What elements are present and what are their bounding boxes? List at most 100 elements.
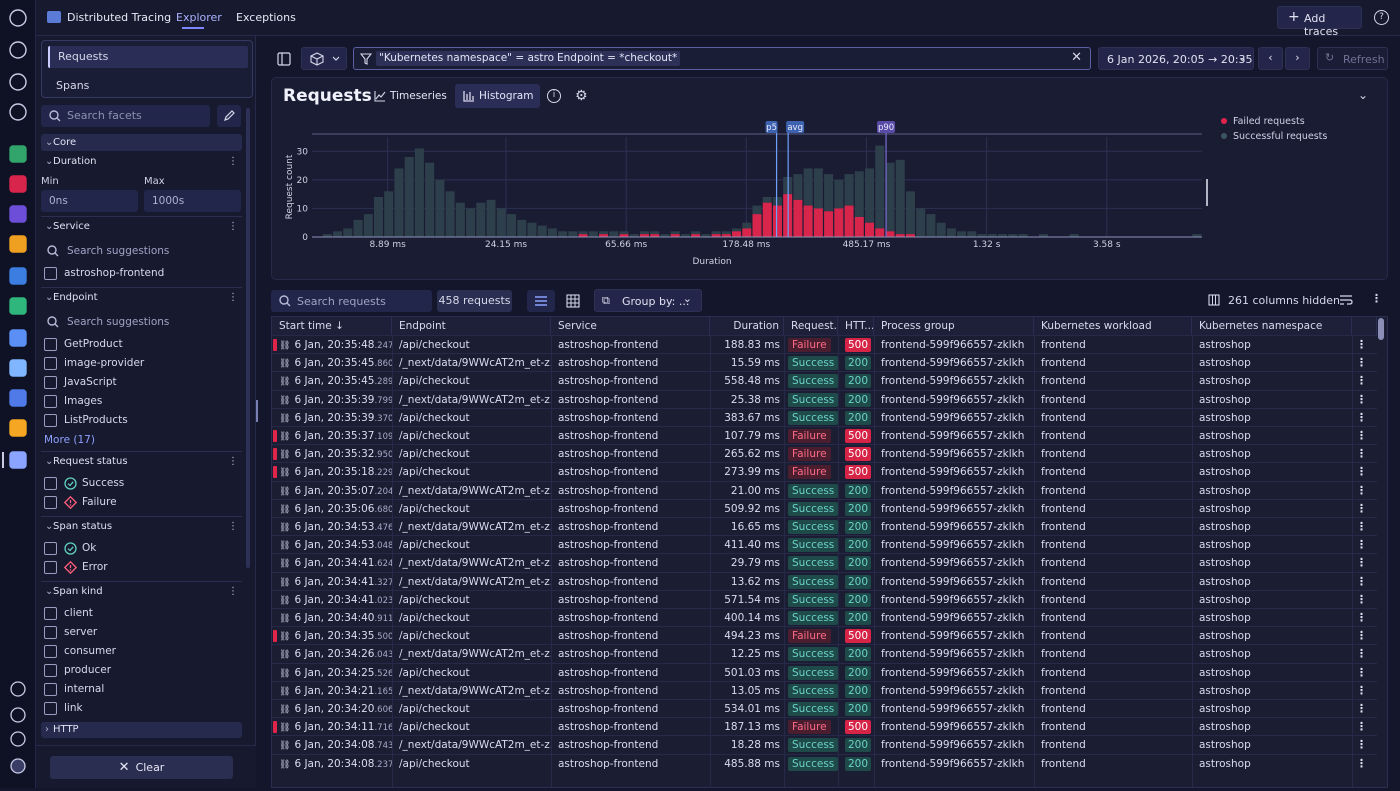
mode-spans[interactable]: Spans bbox=[56, 79, 90, 92]
bar-success[interactable] bbox=[824, 174, 834, 212]
bar-success[interactable] bbox=[967, 231, 977, 237]
checkbox[interactable] bbox=[44, 664, 57, 677]
facet-service-header[interactable]: ⌄Service ⋮ bbox=[45, 221, 238, 232]
more-options-icon[interactable]: ⋮ bbox=[228, 156, 238, 167]
row-menu-icon[interactable]: ⋮ bbox=[1356, 501, 1367, 515]
table-view-button[interactable] bbox=[560, 290, 586, 312]
table-row[interactable]: ⛓ 6 Jan, 20:35:39.370/api/checkout astrosh… bbox=[272, 407, 1377, 426]
bar-success[interactable] bbox=[834, 179, 844, 209]
bar-failed[interactable] bbox=[813, 208, 823, 237]
bar-failed[interactable] bbox=[875, 228, 885, 237]
tab-exceptions[interactable]: Exceptions bbox=[236, 11, 296, 24]
bar-success[interactable] bbox=[977, 234, 987, 237]
bar-success[interactable] bbox=[711, 231, 721, 235]
bar-success[interactable] bbox=[732, 228, 742, 232]
facet-item-producer[interactable]: producer bbox=[64, 664, 112, 676]
col-http-status[interactable]: HTT... bbox=[838, 317, 874, 335]
resize-handle[interactable] bbox=[256, 400, 258, 422]
marker-badge-p90[interactable] bbox=[877, 121, 896, 133]
bar-failed[interactable] bbox=[711, 234, 721, 237]
checkbox[interactable] bbox=[44, 683, 57, 696]
checkbox[interactable] bbox=[44, 477, 57, 490]
cloud-icon[interactable] bbox=[9, 359, 27, 377]
bar-success[interactable] bbox=[619, 231, 629, 235]
clear-button[interactable]: ✕ Clear bbox=[50, 756, 233, 779]
facet-item-javascript[interactable]: JavaScript bbox=[64, 376, 117, 388]
bar-success[interactable] bbox=[721, 231, 731, 235]
bar-success[interactable] bbox=[905, 191, 915, 235]
facet-item-link[interactable]: link bbox=[64, 702, 83, 714]
bar-success[interactable] bbox=[568, 231, 578, 237]
table-row[interactable]: ⛓ 6 Jan, 20:35:37.109/api/checkout astrosh… bbox=[272, 426, 1377, 444]
table-row[interactable]: ⛓ 6 Jan, 20:34:35.500/api/checkout astrosh… bbox=[272, 626, 1377, 644]
collapse-chevron-icon[interactable]: ⌄ bbox=[1358, 88, 1369, 102]
bar-success[interactable] bbox=[701, 234, 711, 237]
bar-success[interactable] bbox=[650, 231, 660, 235]
app-6-icon[interactable] bbox=[9, 297, 27, 315]
checkbox[interactable] bbox=[44, 645, 57, 658]
bar-success[interactable] bbox=[680, 234, 690, 237]
row-menu-icon[interactable]: ⋮ bbox=[1356, 720, 1367, 734]
bar-success[interactable] bbox=[946, 228, 956, 237]
bar-failed[interactable] bbox=[691, 234, 701, 237]
dashboard-icon[interactable] bbox=[10, 731, 26, 747]
bar-success[interactable] bbox=[1192, 234, 1202, 237]
row-menu-icon[interactable]: ⋮ bbox=[1356, 702, 1367, 715]
bar-failed[interactable] bbox=[803, 205, 813, 237]
col-start-time[interactable]: Start time ↓ bbox=[272, 317, 392, 335]
facet-duration-header[interactable]: ⌄Duration ⋮ bbox=[45, 156, 238, 167]
facet-request-status-header[interactable]: ⌄Request status ⋮ bbox=[45, 456, 238, 467]
checkbox[interactable] bbox=[44, 626, 57, 639]
row-menu-icon[interactable]: ⋮ bbox=[1356, 665, 1367, 679]
more-options-icon[interactable]: ⋮ bbox=[228, 521, 238, 532]
bar-success[interactable] bbox=[373, 197, 384, 237]
table-row[interactable]: ⛓ 6 Jan, 20:34:20.606/api/checkout astrosh… bbox=[272, 699, 1377, 717]
bar-success[interactable] bbox=[476, 202, 486, 237]
checkbox[interactable] bbox=[44, 607, 57, 620]
bar-success[interactable] bbox=[445, 191, 455, 237]
row-menu-icon[interactable]: ⋮ bbox=[1356, 683, 1367, 697]
expand-rail-icon[interactable] bbox=[10, 681, 26, 697]
table-row[interactable]: ⛓ 6 Jan, 20:34:53.476 /_next/data/9WWcAT2m… bbox=[272, 517, 1377, 535]
facet-span-status-header[interactable]: ⌄Span status ⋮ bbox=[45, 521, 238, 532]
facet-item-astroshop-frontend[interactable]: astroshop-frontend bbox=[64, 267, 165, 279]
tracing-app-icon[interactable] bbox=[9, 451, 27, 469]
col-request-status[interactable]: Request... bbox=[784, 317, 838, 335]
bar-success[interactable] bbox=[466, 208, 476, 237]
facet-span-kind-header[interactable]: ⌄Span kind ⋮ bbox=[45, 586, 238, 597]
bar-failed[interactable] bbox=[905, 234, 915, 237]
facet-item-success[interactable]: Success bbox=[82, 477, 125, 489]
bar-failed[interactable] bbox=[772, 205, 782, 237]
facet-item-image-provider[interactable]: image-provider bbox=[64, 357, 145, 369]
bar-success[interactable] bbox=[343, 228, 353, 237]
bar-failed[interactable] bbox=[742, 228, 752, 237]
bar-success[interactable] bbox=[660, 234, 670, 237]
bar-success[interactable] bbox=[1038, 234, 1048, 237]
sidebar-scrollbar[interactable] bbox=[246, 108, 250, 568]
support-icon[interactable] bbox=[10, 707, 26, 723]
add-traces-button[interactable]: + Add traces bbox=[1277, 6, 1362, 38]
info-icon[interactable]: i bbox=[547, 89, 561, 103]
endpoint-search-input[interactable]: Search suggestions bbox=[67, 316, 170, 328]
table-row[interactable]: ⛓ 6 Jan, 20:34:41.327 /_next/data/9WWcAT2m… bbox=[272, 571, 1377, 590]
bar-success[interactable] bbox=[394, 168, 404, 237]
facet-item-server[interactable]: server bbox=[64, 626, 98, 638]
bar-success[interactable] bbox=[875, 145, 885, 229]
facet-item-ok[interactable]: Ok bbox=[82, 542, 97, 554]
checkbox[interactable] bbox=[44, 395, 57, 408]
bar-failed[interactable] bbox=[639, 234, 649, 237]
bar-success[interactable] bbox=[803, 168, 813, 206]
row-menu-icon[interactable]: ⋮ bbox=[1356, 538, 1367, 552]
row-menu-icon[interactable]: ⋮ bbox=[1356, 756, 1367, 770]
mode-requests[interactable]: Requests bbox=[48, 46, 248, 68]
table-row[interactable]: ⛓ 6 Jan, 20:35:48.247/api/checkout astrosh… bbox=[272, 335, 1377, 353]
row-menu-icon[interactable]: ⋮ bbox=[1356, 738, 1367, 752]
bar-success[interactable] bbox=[1069, 234, 1079, 237]
bar-failed[interactable] bbox=[885, 231, 895, 237]
duration-max-input[interactable]: 1000s bbox=[144, 190, 241, 212]
table-menu-icon[interactable]: ⋮ bbox=[1371, 292, 1382, 305]
bar-failed[interactable] bbox=[670, 234, 680, 237]
table-row[interactable]: ⛓ 6 Jan, 20:34:41.023/api/checkout astrosh… bbox=[272, 589, 1377, 608]
view-timeseries-button[interactable]: Timeseries bbox=[366, 84, 454, 108]
bar-success[interactable] bbox=[599, 231, 609, 235]
